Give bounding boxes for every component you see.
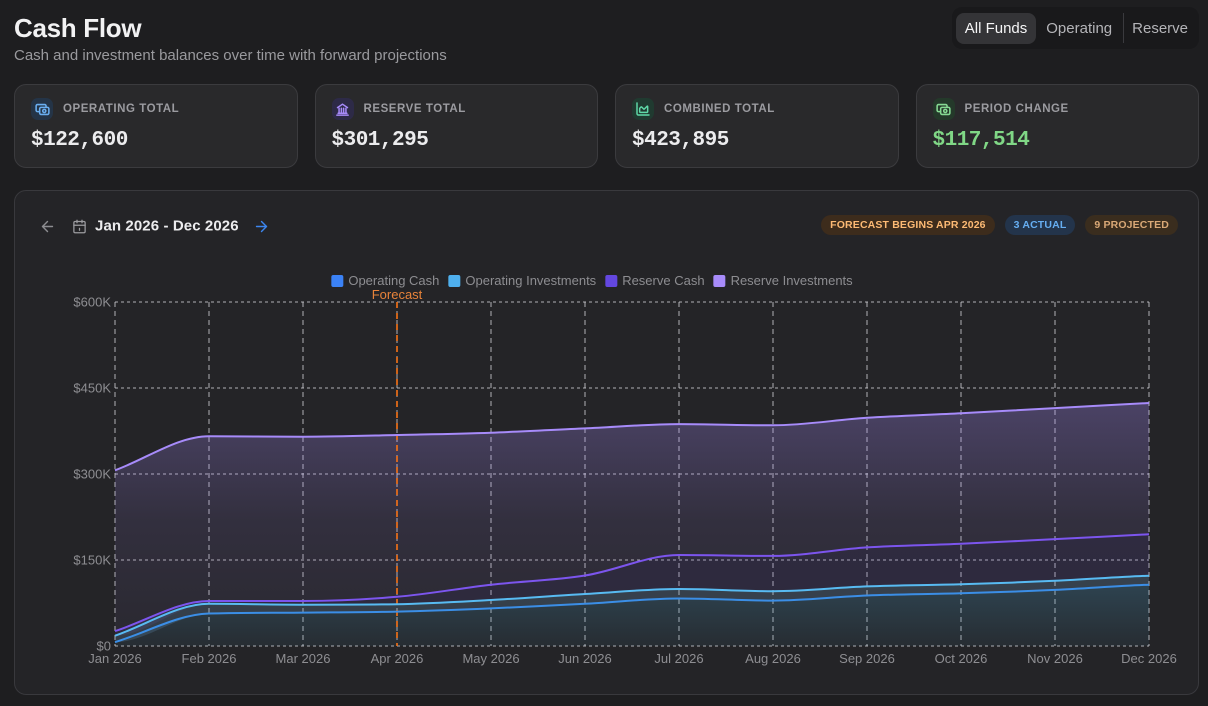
svg-text:Feb 2026: Feb 2026 [182, 651, 237, 666]
svg-text:Mar 2026: Mar 2026 [276, 651, 331, 666]
svg-text:Jan 2026: Jan 2026 [88, 651, 142, 666]
svg-text:$300K: $300K [73, 467, 111, 482]
svg-text:Jun 2026: Jun 2026 [558, 651, 612, 666]
svg-text:Jul 2026: Jul 2026 [654, 651, 703, 666]
svg-text:Nov 2026: Nov 2026 [1027, 651, 1083, 666]
svg-text:Oct 2026: Oct 2026 [935, 651, 988, 666]
svg-text:$0: $0 [97, 639, 111, 654]
svg-text:May 2026: May 2026 [462, 651, 519, 666]
svg-text:Dec 2026: Dec 2026 [1121, 651, 1177, 666]
svg-text:Sep 2026: Sep 2026 [839, 651, 895, 666]
svg-text:$150K: $150K [73, 553, 111, 568]
svg-text:Apr 2026: Apr 2026 [371, 651, 424, 666]
svg-text:$450K: $450K [73, 381, 111, 396]
svg-text:$600K: $600K [73, 295, 111, 310]
svg-text:Aug 2026: Aug 2026 [745, 651, 801, 666]
